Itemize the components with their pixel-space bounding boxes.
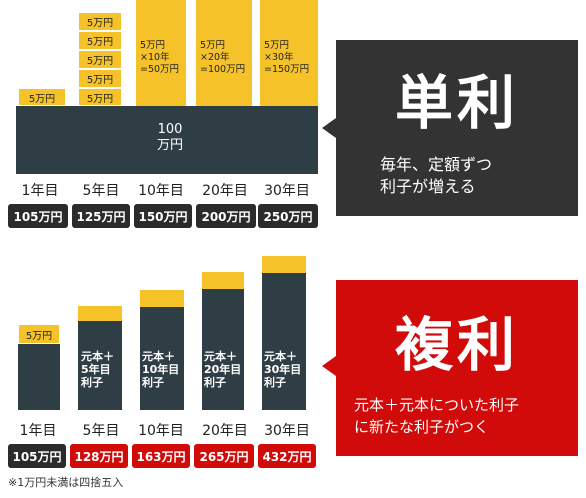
compound-interest-title: 複利 bbox=[394, 311, 519, 379]
interest-total-20yr: 5万円 ×20年 =100万円 bbox=[196, 0, 252, 106]
year-label: 20年目 bbox=[202, 183, 248, 199]
interest-block: 5万円 bbox=[18, 88, 66, 106]
compound-interest-5yr bbox=[78, 306, 122, 321]
interest-block: 5万円 bbox=[78, 50, 122, 69]
compound-bar-label: 元本＋ 20年目 利子 bbox=[204, 350, 242, 389]
simple-interest-description: 毎年、定額ずつ 利子が増える bbox=[380, 155, 493, 196]
compound-bar-label: 元本＋ 30年目 利子 bbox=[264, 350, 302, 389]
year-label: 10年目 bbox=[138, 183, 184, 199]
compound-interest-description: 元本＋元本についた利子 に新たな利子がつく bbox=[354, 396, 520, 436]
interest-block: 5万円 bbox=[78, 88, 122, 106]
interest-total-10yr: 5万円 ×10年 =50万円 bbox=[136, 0, 186, 106]
amount-badge: 163万円 bbox=[132, 444, 190, 468]
compound-callout-pointer bbox=[322, 356, 336, 376]
amount-badge: 150万円 bbox=[134, 204, 192, 228]
interest-block: 5万円 bbox=[78, 12, 122, 31]
principal-base-label: 100 万円 bbox=[156, 122, 183, 153]
amount-badge: 125万円 bbox=[72, 204, 130, 228]
year-label: 1年目 bbox=[19, 423, 57, 439]
year-label: 10年目 bbox=[138, 423, 184, 439]
compound-interest-30yr bbox=[262, 256, 306, 273]
interest-block: 5万円 bbox=[78, 31, 122, 50]
amount-badge: 200万円 bbox=[196, 204, 256, 228]
simple-callout-panel: 単利 毎年、定額ずつ 利子が増える bbox=[336, 40, 578, 216]
compound-callout-panel: 複利 元本＋元本についた利子 に新たな利子がつく bbox=[336, 280, 578, 456]
amount-badge: 265万円 bbox=[194, 444, 254, 468]
compound-bar-1yr bbox=[18, 344, 60, 410]
interest-block: 5万円 bbox=[18, 324, 60, 344]
amount-badge: 105万円 bbox=[8, 204, 68, 228]
compound-bar-30yr bbox=[262, 273, 306, 410]
year-label: 30年目 bbox=[264, 183, 310, 199]
year-label: 1年目 bbox=[21, 183, 59, 199]
amount-badge: 432万円 bbox=[258, 444, 316, 468]
amount-badge: 105万円 bbox=[8, 444, 66, 468]
year-label: 30年目 bbox=[264, 423, 310, 439]
simple-interest-title: 単利 bbox=[394, 69, 519, 137]
compound-bar-10yr bbox=[140, 307, 184, 410]
year-label: 5年目 bbox=[82, 423, 120, 439]
compound-bar-20yr bbox=[202, 289, 244, 410]
year-label: 5年目 bbox=[82, 183, 120, 199]
amount-badge: 250万円 bbox=[258, 204, 318, 228]
compound-bar-5yr bbox=[78, 321, 122, 410]
compound-interest-10yr bbox=[140, 290, 184, 307]
amount-badge: 128万円 bbox=[70, 444, 128, 468]
interest-total-30yr: 5万円 ×30年 =150万円 bbox=[260, 0, 318, 106]
footnote: ※1万円未満は四捨五入 bbox=[8, 476, 124, 489]
year-label: 20年目 bbox=[202, 423, 248, 439]
compound-bar-label: 元本＋ 10年目 利子 bbox=[142, 350, 180, 389]
compound-bar-label: 元本＋ 5年目 利子 bbox=[81, 350, 114, 389]
interest-block: 5万円 bbox=[78, 69, 122, 88]
principal-base-bar bbox=[16, 106, 318, 174]
simple-callout-pointer bbox=[322, 118, 336, 138]
compound-interest-20yr bbox=[202, 272, 244, 289]
